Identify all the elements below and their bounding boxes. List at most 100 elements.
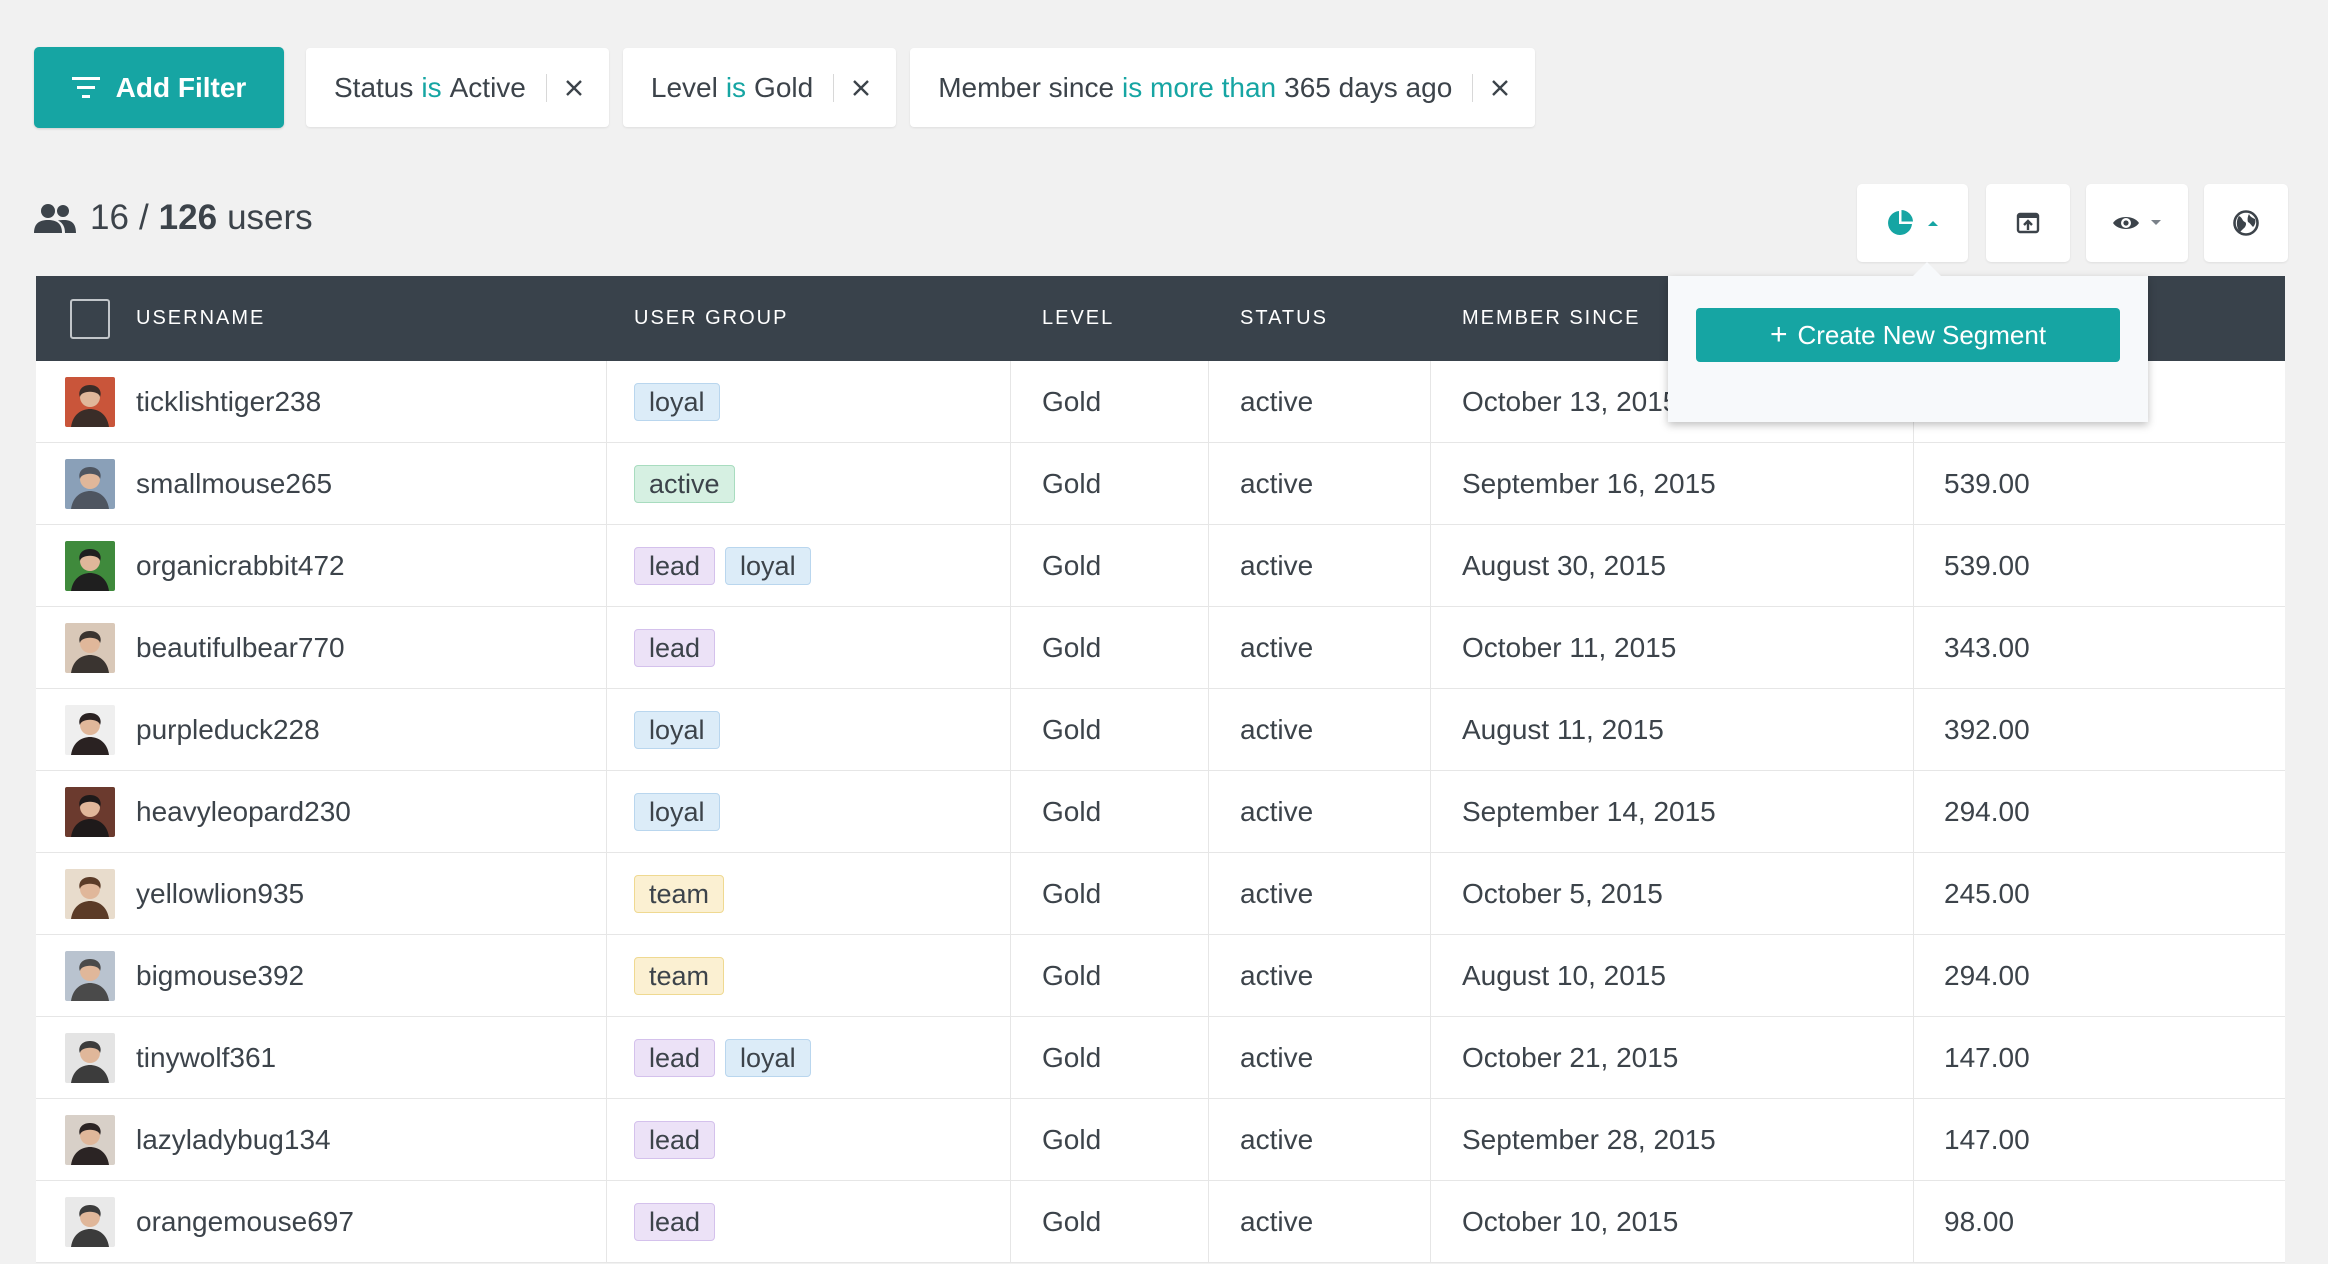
remove-filter-close-icon[interactable] bbox=[565, 79, 583, 97]
column-divider bbox=[1010, 525, 1011, 606]
column-divider bbox=[606, 935, 607, 1016]
username-cell[interactable]: lazyladybug134 bbox=[136, 1124, 331, 1155]
filter-icon bbox=[71, 76, 100, 98]
globe-icon bbox=[2233, 210, 2259, 236]
header-status[interactable]: STATUS bbox=[1240, 307, 1328, 329]
member-since-cell: August 11, 2015 bbox=[1462, 714, 1664, 745]
visibility-button[interactable] bbox=[2086, 184, 2188, 262]
avatar bbox=[65, 869, 115, 919]
username-cell[interactable]: tinywolf361 bbox=[136, 1042, 277, 1073]
group-tag[interactable]: lead bbox=[634, 1121, 716, 1159]
header-level[interactable]: LEVEL bbox=[1042, 307, 1115, 329]
group-tag[interactable]: lead bbox=[634, 1039, 716, 1077]
table-row[interactable]: beautifulbear770 lead Gold active October 11… bbox=[36, 607, 2285, 689]
group-tag[interactable]: loyal bbox=[725, 1039, 811, 1077]
column-divider bbox=[1430, 607, 1431, 688]
column-divider bbox=[1010, 607, 1011, 688]
user-group-cell: lead loyal bbox=[634, 1017, 821, 1099]
filter-value: Active bbox=[449, 71, 526, 103]
filter-operator: is more than bbox=[1122, 71, 1277, 103]
avatar bbox=[65, 705, 115, 755]
caret-up-icon bbox=[1927, 221, 1938, 226]
column-divider bbox=[1208, 525, 1209, 606]
level-cell: Gold bbox=[1042, 386, 1102, 417]
column-divider bbox=[1430, 1099, 1431, 1180]
column-divider bbox=[1913, 935, 1914, 1016]
column-divider bbox=[1010, 443, 1011, 524]
user-group-cell: lead bbox=[634, 607, 725, 689]
column-divider bbox=[1208, 1181, 1209, 1262]
amount-cell: 98.00 bbox=[1944, 1206, 2015, 1237]
table-row[interactable]: heavyleopard230 loyal Gold active September … bbox=[36, 771, 2285, 853]
group-tag[interactable]: team bbox=[634, 875, 725, 913]
caret-down-icon bbox=[2151, 220, 2161, 225]
group-tag[interactable]: lead bbox=[634, 547, 716, 585]
export-button[interactable] bbox=[1986, 184, 2070, 262]
column-divider bbox=[606, 443, 607, 524]
username-cell[interactable]: organicrabbit472 bbox=[136, 550, 345, 581]
group-tag[interactable]: active bbox=[634, 465, 735, 503]
column-divider bbox=[1430, 1017, 1431, 1098]
group-tag[interactable]: loyal bbox=[634, 383, 720, 421]
table-row[interactable]: bigmouse392 team Gold active August 10, 2015… bbox=[36, 935, 2285, 1017]
group-tag[interactable]: loyal bbox=[725, 547, 811, 585]
level-cell: Gold bbox=[1042, 1124, 1102, 1155]
username-cell[interactable]: heavyleopard230 bbox=[136, 796, 351, 827]
status-cell: active bbox=[1240, 960, 1314, 991]
filter-chip-level[interactable]: Level is Gold bbox=[622, 48, 897, 127]
group-tag[interactable]: lead bbox=[634, 1203, 716, 1241]
table-row[interactable]: orangemouse697 lead Gold active October 10, … bbox=[36, 1181, 2285, 1263]
group-tag[interactable]: loyal bbox=[634, 711, 720, 749]
filter-value: 365 days ago bbox=[1284, 71, 1453, 103]
member-since-cell: October 21, 2015 bbox=[1462, 1042, 1679, 1073]
header-user-group[interactable]: USER GROUP bbox=[634, 307, 789, 329]
filter-chip-member-since[interactable]: Member since is more than 365 days ago bbox=[910, 48, 1536, 127]
avatar bbox=[65, 459, 115, 509]
group-tag[interactable]: team bbox=[634, 957, 725, 995]
column-divider bbox=[1010, 1017, 1011, 1098]
member-since-cell: October 5, 2015 bbox=[1462, 878, 1663, 909]
column-divider bbox=[1430, 361, 1431, 442]
level-cell: Gold bbox=[1042, 714, 1102, 745]
table-row[interactable]: smallmouse265 active Gold active September 1… bbox=[36, 443, 2285, 525]
username-cell[interactable]: ticklishtiger238 bbox=[136, 386, 322, 417]
remove-filter-close-icon[interactable] bbox=[852, 79, 870, 97]
count-unit: users bbox=[227, 198, 313, 237]
count-separator: / bbox=[138, 198, 149, 237]
add-filter-button[interactable]: Add Filter bbox=[34, 47, 284, 128]
create-new-segment-button[interactable]: + Create New Segment bbox=[1696, 308, 2120, 362]
global-button[interactable] bbox=[2204, 184, 2288, 262]
segments-button[interactable] bbox=[1857, 184, 1968, 262]
column-divider bbox=[606, 525, 607, 606]
table-row[interactable]: tinywolf361 lead loyal Gold active October 21… bbox=[36, 1017, 2285, 1099]
group-tag[interactable]: loyal bbox=[634, 793, 720, 831]
amount-cell: 392.00 bbox=[1944, 714, 2030, 745]
member-since-cell: September 14, 2015 bbox=[1462, 796, 1716, 827]
username-cell[interactable]: purpleduck228 bbox=[136, 714, 320, 745]
filter-chip-status[interactable]: Status is Active bbox=[306, 48, 609, 127]
username-cell[interactable]: yellowlion935 bbox=[136, 878, 305, 909]
status-cell: active bbox=[1240, 386, 1314, 417]
select-all-checkbox[interactable] bbox=[70, 298, 110, 339]
header-username[interactable]: USERNAME bbox=[136, 307, 266, 329]
username-cell[interactable]: bigmouse392 bbox=[136, 960, 305, 991]
table-row[interactable]: lazyladybug134 lead Gold active September 28… bbox=[36, 1099, 2285, 1181]
status-cell: active bbox=[1240, 468, 1314, 499]
user-group-cell: team bbox=[634, 935, 734, 1017]
amount-cell: 294.00 bbox=[1944, 796, 2030, 827]
segment-pie-icon bbox=[1887, 210, 1913, 235]
username-cell[interactable]: smallmouse265 bbox=[136, 468, 333, 499]
header-member-since[interactable]: MEMBER SINCE bbox=[1462, 307, 1641, 329]
table-row[interactable]: purpleduck228 loyal Gold active August 11, 2… bbox=[36, 689, 2285, 771]
column-divider bbox=[1208, 771, 1209, 852]
table-row[interactable]: yellowlion935 team Gold active October 5, 20… bbox=[36, 853, 2285, 935]
username-cell[interactable]: orangemouse697 bbox=[136, 1206, 354, 1237]
level-cell: Gold bbox=[1042, 550, 1102, 581]
table-body: ticklishtiger238 loyal Gold active October 1… bbox=[36, 361, 2285, 1263]
username-cell[interactable]: beautifulbear770 bbox=[136, 632, 345, 663]
column-divider bbox=[1430, 935, 1431, 1016]
table-row[interactable]: organicrabbit472 lead loyal Gold active Augus… bbox=[36, 525, 2285, 607]
remove-filter-close-icon[interactable] bbox=[1491, 79, 1509, 97]
filter-field: Level bbox=[650, 71, 718, 103]
group-tag[interactable]: lead bbox=[634, 629, 716, 667]
